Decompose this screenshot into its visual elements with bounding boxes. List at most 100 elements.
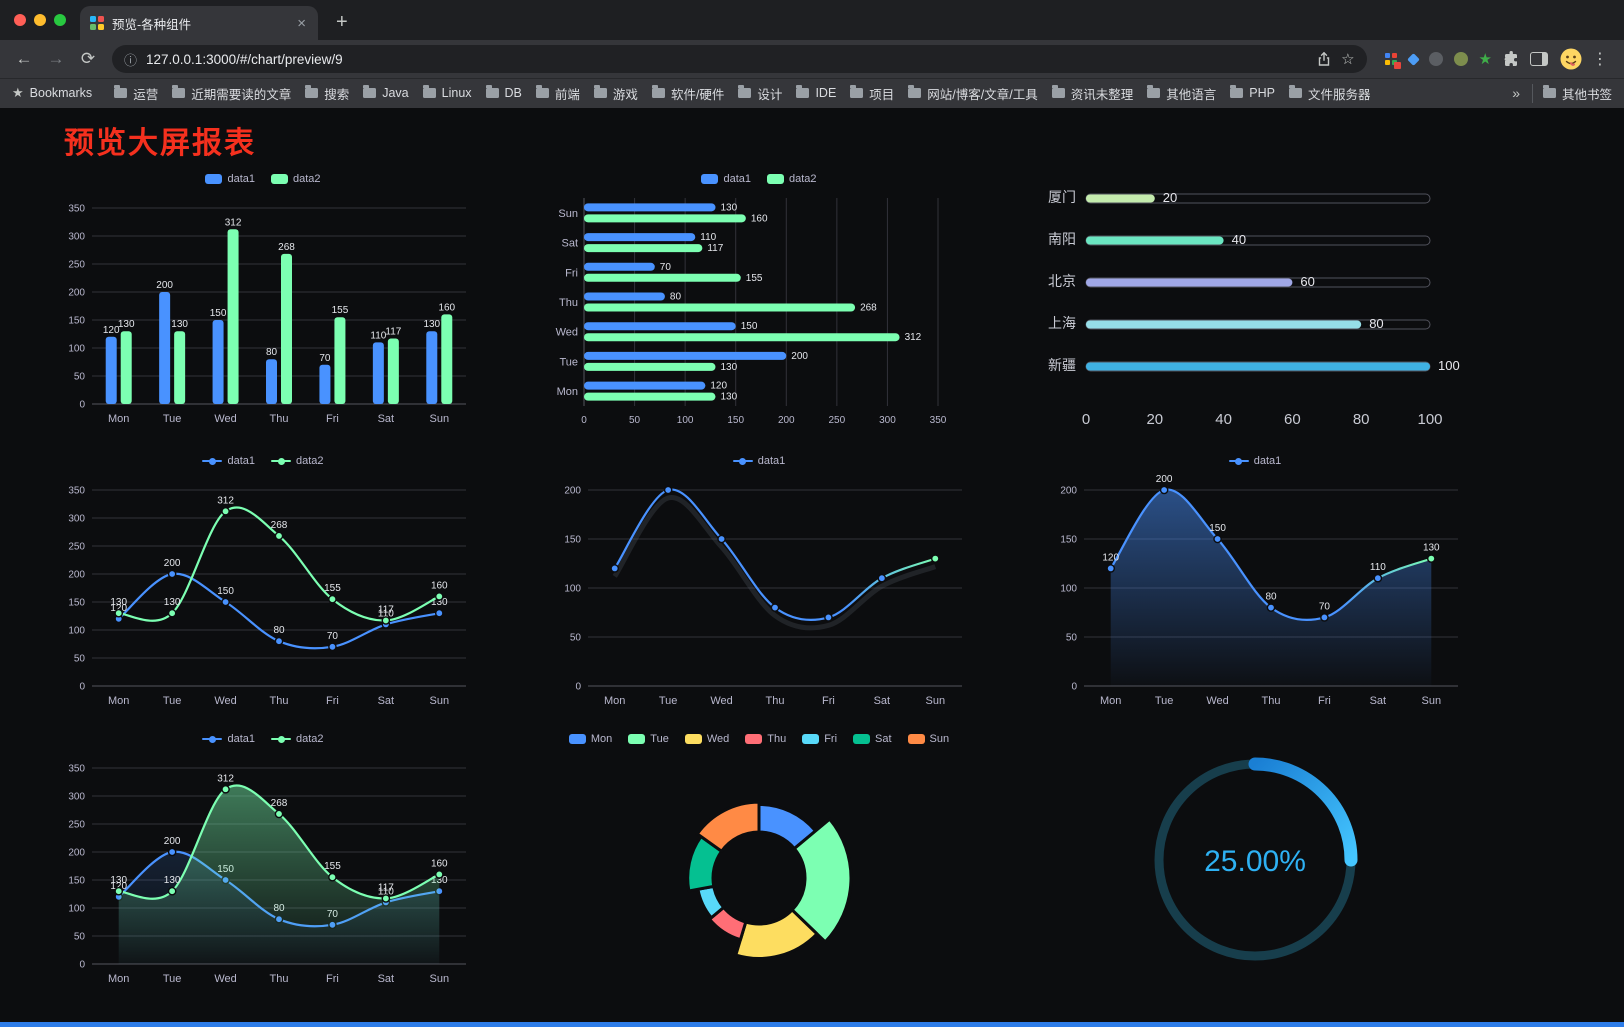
svg-text:120: 120	[1102, 552, 1119, 563]
svg-text:Wed: Wed	[214, 695, 236, 707]
bookmark-item[interactable]: 资讯未整理	[1046, 81, 1140, 106]
horizontal-scrollbar-thumb[interactable]	[0, 1022, 1624, 1027]
legend-marker	[745, 734, 763, 744]
legend-item[interactable]: Wed	[684, 733, 729, 745]
share-icon[interactable]	[1316, 51, 1332, 67]
page-content: 预览大屏报表 data1 data2 0 50 100 150 200 250 300 350 Mo…	[0, 108, 1624, 1027]
legend-item[interactable]: Sat	[853, 733, 892, 745]
legend-item[interactable]: data1	[701, 173, 751, 185]
svg-text:130: 130	[720, 202, 737, 213]
bookmark-item[interactable]: PHP	[1224, 83, 1281, 103]
bookmark-item-other[interactable]: 其他书签	[1531, 83, 1612, 103]
forward-button[interactable]: →	[47, 49, 65, 68]
bookmark-item[interactable]: 搜索	[299, 81, 355, 106]
bookmarks-overflow-chevron[interactable]: »	[1512, 85, 1520, 101]
folder-icon	[363, 85, 377, 98]
legend-item[interactable]: data2	[271, 733, 324, 745]
svg-text:北京: 北京	[1048, 273, 1076, 289]
svg-text:Mon: Mon	[108, 413, 129, 425]
tab-title: 预览-各种组件	[112, 17, 192, 32]
bookmark-item[interactable]: 前端	[530, 81, 586, 106]
browser-menu-icon[interactable]: ⋮	[1592, 51, 1608, 68]
legend-item[interactable]: Sun	[907, 733, 950, 745]
bookmark-item[interactable]: 文件服务器	[1283, 81, 1377, 106]
profile-avatar[interactable]	[1560, 48, 1582, 70]
legend-item[interactable]: data2	[271, 173, 321, 185]
legend-item[interactable]: Tue	[628, 733, 669, 745]
browser-tab[interactable]: 预览-各种组件 ×	[80, 6, 318, 40]
svg-text:120: 120	[110, 881, 127, 892]
url-text[interactable]: 127.0.0.1:3000/#/chart/preview/9	[146, 51, 343, 67]
bookmark-item[interactable]: Java	[357, 83, 414, 103]
legend-item[interactable]: data1	[732, 455, 785, 467]
bookmark-item[interactable]: 运营	[108, 81, 164, 106]
extension-dark-circle-icon[interactable]	[1428, 52, 1443, 66]
tab-close-icon[interactable]: ×	[297, 14, 306, 32]
svg-text:Thu: Thu	[270, 973, 289, 985]
extension-pin-icon[interactable]	[1406, 52, 1420, 66]
legend-label: Sun	[929, 733, 950, 745]
bookmark-item[interactable]: 近期需要读的文章	[166, 81, 297, 106]
line-chart-gradient: data1 0 50 100 150 200 Mon Tue Wed Thu Fri Sat Sun	[544, 450, 974, 716]
legend-item[interactable]: data2	[767, 173, 817, 185]
extension-green-circle-icon[interactable]	[1453, 52, 1468, 66]
folder-icon	[535, 85, 549, 98]
bar-chart-vertical: data1 data2 0 50 100 150 200 250 300 350 Mon Tue Wed…	[48, 168, 478, 438]
legend-item[interactable]: data1	[205, 173, 255, 185]
legend-item[interactable]: data1	[202, 733, 255, 745]
bookmark-item[interactable]: 项目	[844, 81, 900, 106]
svg-text:200: 200	[68, 288, 85, 299]
extension-grid-icon[interactable]	[1384, 52, 1401, 69]
svg-text:100: 100	[68, 626, 85, 637]
bookmark-item[interactable]: 软件/硬件	[646, 81, 730, 106]
legend-label: data2	[296, 733, 324, 745]
svg-text:0: 0	[581, 415, 587, 426]
bookmark-star-icon[interactable]: ☆	[1341, 51, 1355, 68]
svg-text:100: 100	[1438, 358, 1460, 373]
bookmark-item[interactable]: IDE	[790, 83, 842, 103]
legend-item[interactable]: data1	[202, 455, 255, 467]
extension-star-icon[interactable]: ★	[1478, 50, 1492, 68]
legend-item[interactable]: Thu	[745, 733, 786, 745]
svg-text:Fri: Fri	[565, 267, 578, 279]
site-info-icon[interactable]: ⓘ	[124, 52, 138, 68]
svg-text:312: 312	[225, 217, 242, 228]
bookmark-item[interactable]: 网站/博客/文章/工具	[902, 81, 1043, 106]
svg-text:0: 0	[1071, 682, 1077, 693]
bookmark-item[interactable]: DB	[480, 83, 528, 103]
legend-item[interactable]: Fri	[802, 733, 837, 745]
bookmarks-label[interactable]: Bookmarks	[29, 86, 93, 100]
bookmark-item[interactable]: 设计	[732, 81, 788, 106]
side-panel-icon[interactable]	[1530, 52, 1548, 66]
chart-legend: data1 data2	[205, 168, 321, 190]
bookmark-label: 运营	[133, 87, 159, 102]
back-button[interactable]: ←	[15, 49, 33, 68]
bookmark-item[interactable]: 游戏	[588, 81, 644, 106]
svg-text:Thu: Thu	[1262, 695, 1281, 707]
svg-text:100: 100	[677, 415, 694, 426]
new-tab-button[interactable]: +	[328, 10, 356, 34]
bookmark-label: 设计	[757, 87, 783, 102]
legend-marker	[1228, 457, 1249, 465]
close-window-button[interactable]	[14, 14, 26, 26]
legend-item[interactable]: data1	[1228, 455, 1281, 467]
svg-text:Tue: Tue	[1155, 695, 1174, 707]
bookmark-item[interactable]: Linux	[417, 83, 478, 103]
svg-text:312: 312	[905, 332, 922, 343]
legend-item[interactable]: data2	[271, 455, 324, 467]
bookmark-label: IDE	[815, 86, 837, 100]
extensions-puzzle-icon[interactable]	[1503, 51, 1519, 67]
zoom-window-button[interactable]	[54, 14, 66, 26]
legend-label: data1	[227, 173, 255, 185]
legend-item[interactable]: Mon	[568, 733, 612, 745]
bar-chart-horizontal: data1 data2 0 50 100 150 200 250 300 350 Mon 120 130…	[544, 168, 974, 438]
minimize-window-button[interactable]	[34, 14, 46, 26]
svg-text:250: 250	[68, 260, 85, 271]
address-bar[interactable]: ⓘ 127.0.0.1:3000/#/chart/preview/9 ☆	[112, 45, 1367, 73]
bookmark-item[interactable]: 其他语言	[1141, 81, 1222, 106]
svg-text:70: 70	[1319, 601, 1331, 612]
svg-text:70: 70	[327, 631, 339, 642]
svg-text:Tue: Tue	[163, 973, 182, 985]
reload-button[interactable]: ⟳	[80, 49, 96, 68]
svg-text:Fri: Fri	[1318, 695, 1331, 707]
